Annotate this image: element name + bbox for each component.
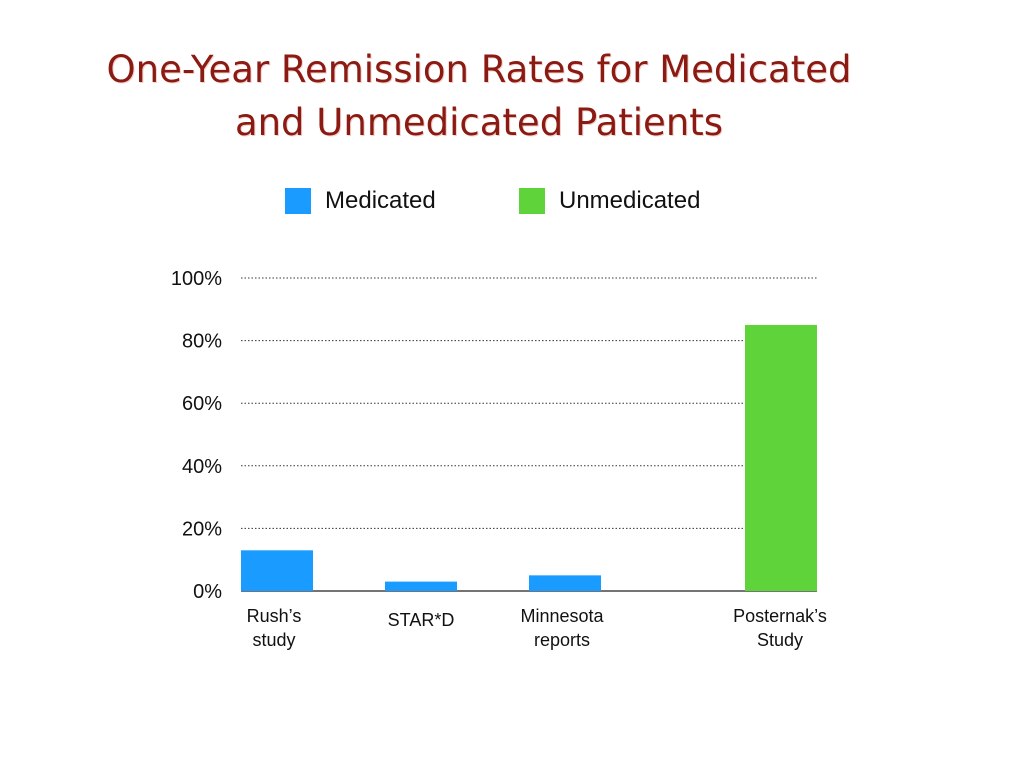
legend-label-unmedicated: Unmedicated [559, 187, 701, 214]
x-category-label: Posternak’s Study [733, 606, 827, 650]
x-axis-category-labels: Rush’s study STAR*D Minnesota reports Postern… [247, 606, 827, 650]
x-category-label: STAR*D [388, 610, 455, 630]
bar-medicated-1 [385, 581, 457, 591]
bar-medicated-2 [529, 575, 601, 591]
y-tick-label: 80% [182, 331, 222, 353]
legend-item-medicated: Medicated [285, 186, 436, 216]
chart-title-line-2: and Unmedicated Patients [234, 101, 724, 144]
bar-unmedicated-3 [745, 324, 817, 591]
bars [241, 324, 817, 591]
legend-swatch-medicated [285, 188, 311, 214]
y-axis-tick-labels: 0% 20% 40% 60% 80% 100% [171, 268, 222, 603]
chart-title-line-1: One-Year Remission Rates for Medicated [106, 48, 852, 91]
y-tick-label: 0% [193, 581, 222, 603]
y-tick-label: 20% [182, 518, 222, 540]
legend-label-medicated: Medicated [325, 187, 436, 214]
x-category-label: Minnesota reports [520, 606, 604, 650]
legend-item-unmedicated: Unmedicated [519, 186, 700, 216]
y-tick-label: 40% [182, 456, 222, 478]
y-tick-label: 100% [171, 268, 222, 290]
legend-swatch-unmedicated [519, 188, 545, 214]
y-tick-label: 60% [182, 393, 222, 415]
x-category-label: Rush’s study [247, 606, 302, 650]
bar-medicated-0 [241, 550, 313, 591]
grid-lines [241, 277, 817, 592]
